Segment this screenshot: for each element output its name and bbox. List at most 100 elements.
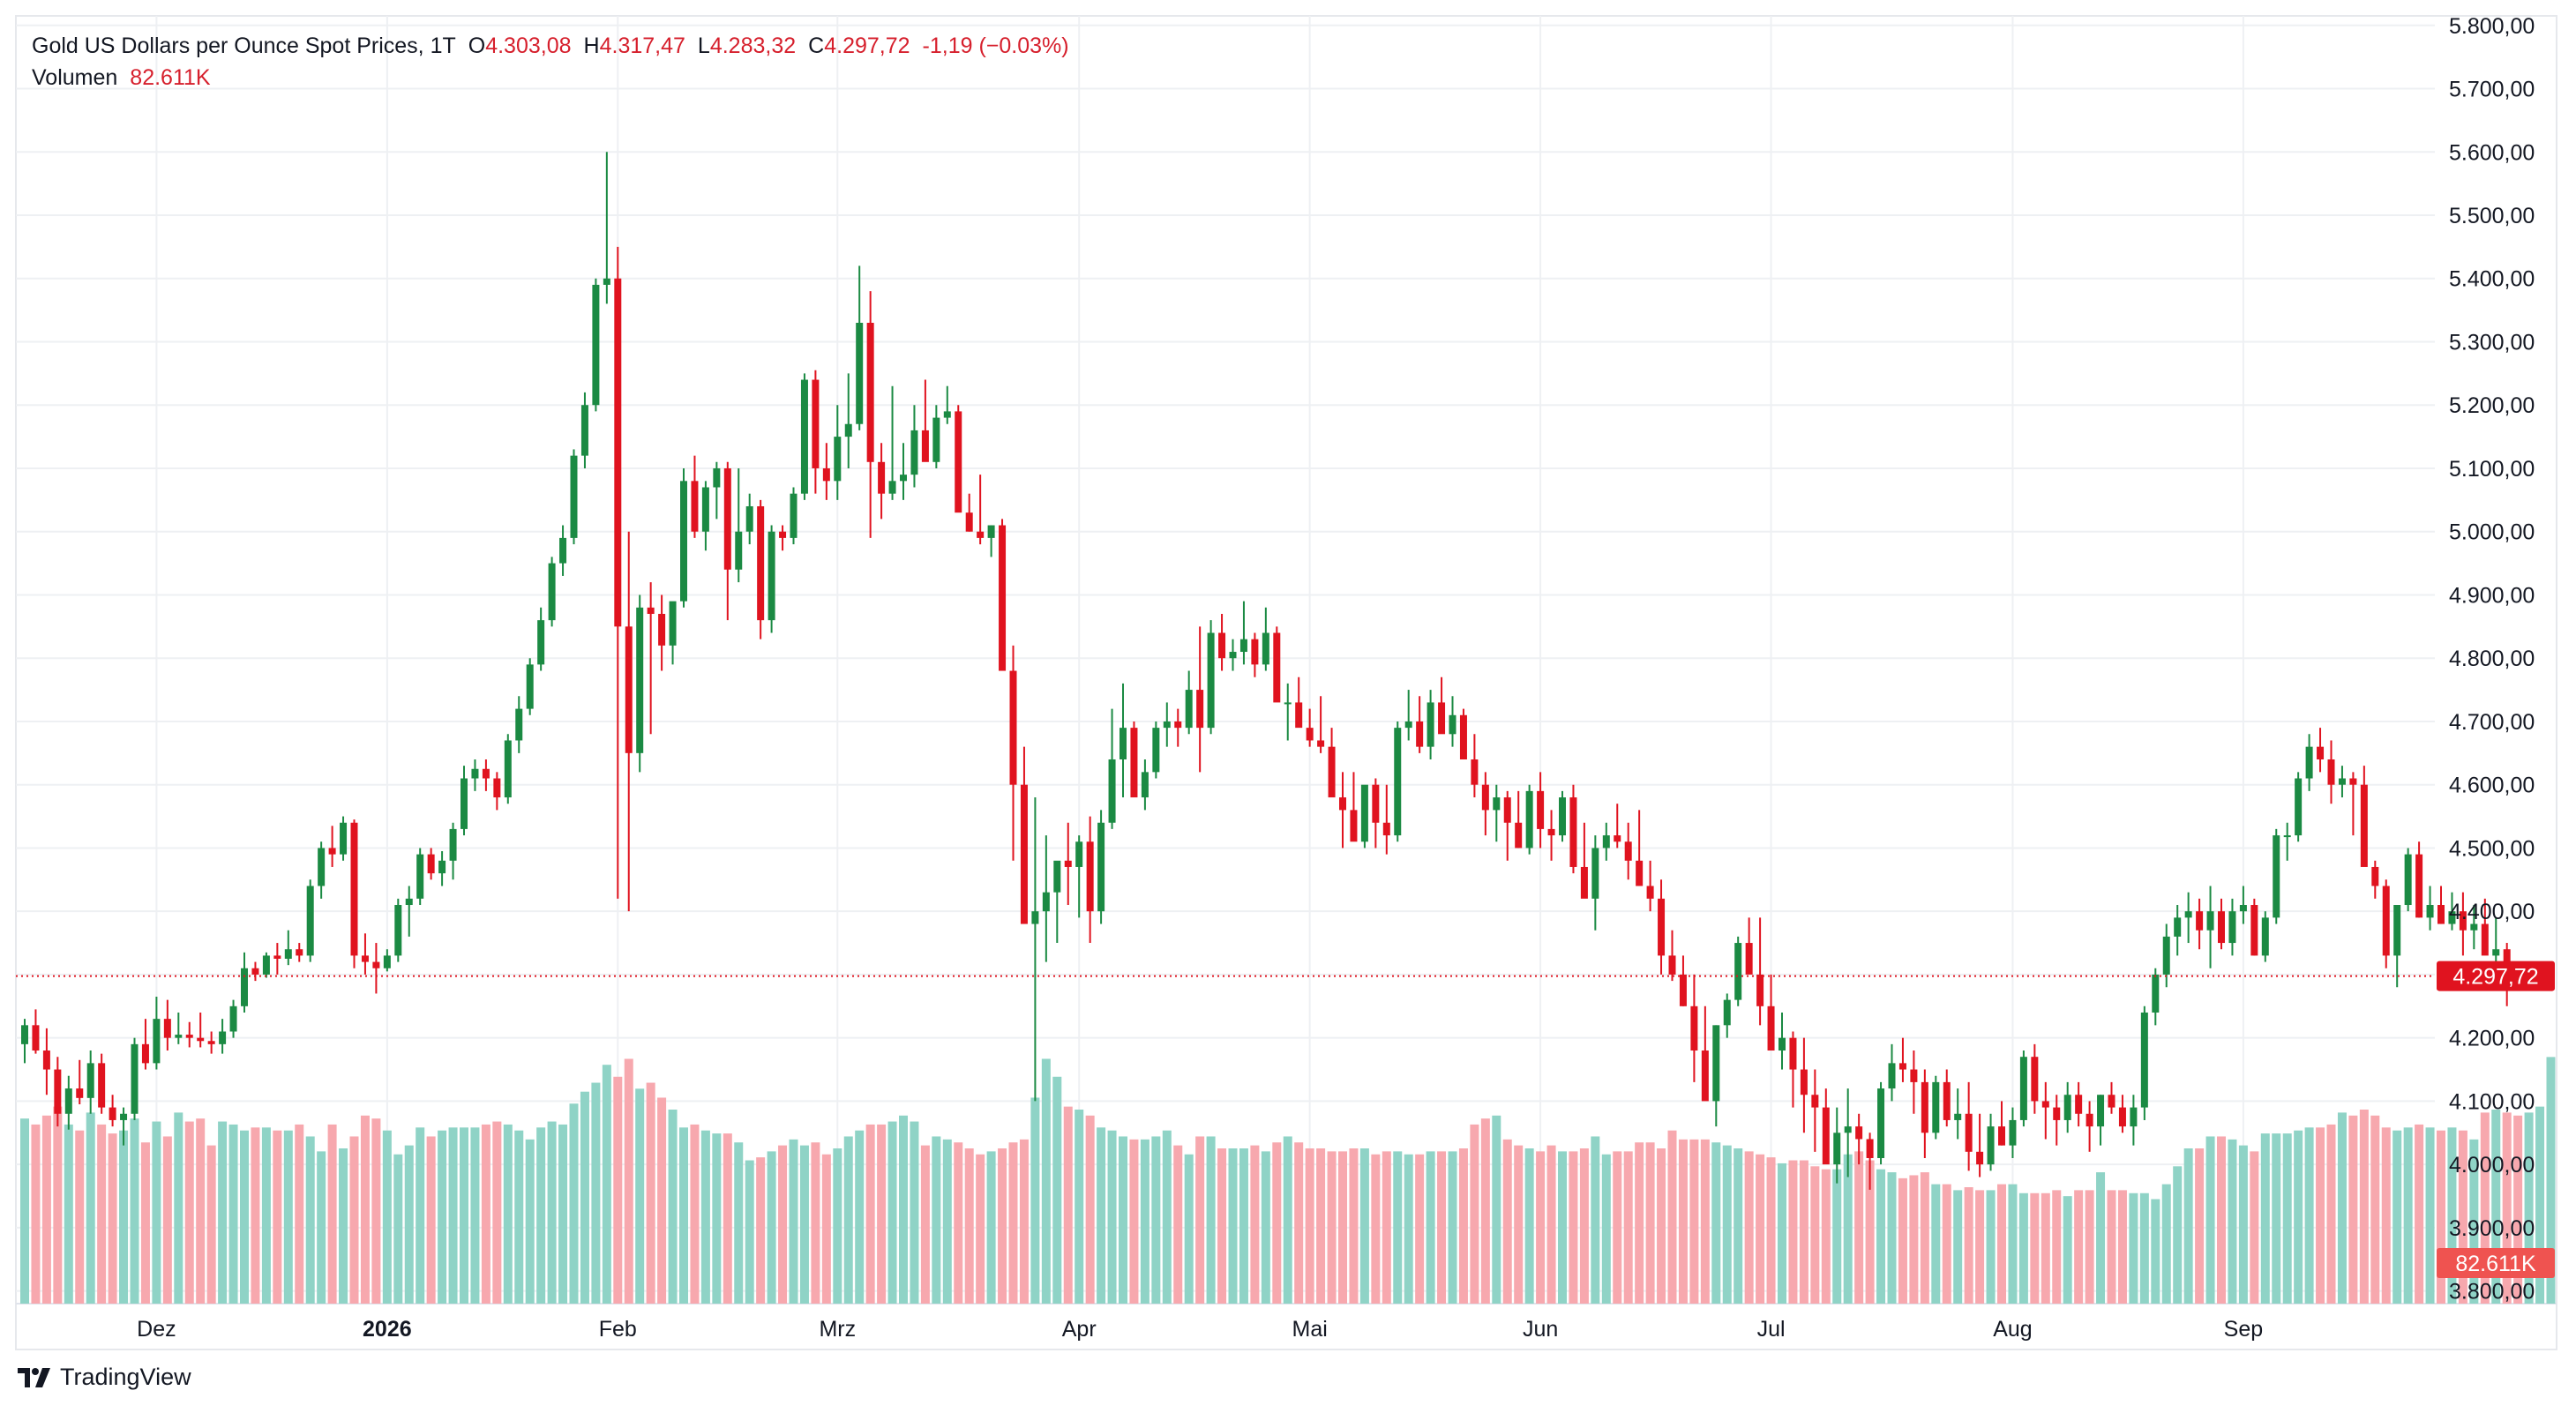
volume-bar [1558, 1151, 1567, 1304]
candle-body [977, 531, 985, 538]
candle [2162, 923, 2170, 988]
candle [1339, 772, 1346, 849]
volume-bar [2326, 1124, 2336, 1304]
candle-body [1064, 860, 1072, 867]
candle [1382, 784, 1390, 855]
candle [526, 658, 534, 715]
volume-bar [426, 1136, 436, 1304]
candle [493, 772, 501, 811]
volume-bar [327, 1124, 337, 1304]
candle [1745, 917, 1753, 975]
candle-body [2382, 886, 2390, 956]
volume-bar [162, 1136, 172, 1304]
volume-bar [745, 1160, 754, 1304]
candle-body [1141, 772, 1149, 798]
volume-bar [2524, 1112, 2534, 1304]
x-tick-label: Jun [1523, 1317, 1558, 1342]
candle-body [735, 531, 743, 570]
volume-bar [1942, 1184, 1951, 1304]
volume-bar [1931, 1184, 1941, 1304]
candle-body [1778, 1037, 1786, 1051]
volume-bar [2161, 1184, 2171, 1304]
candle-body [2305, 746, 2313, 779]
candle [1020, 746, 1028, 924]
candle-body [1943, 1081, 1951, 1120]
volume-bar [2041, 1192, 2050, 1304]
candle [2140, 1006, 2148, 1120]
candle [2437, 886, 2445, 924]
candle [1174, 708, 1182, 747]
volume-bar [1920, 1172, 1929, 1304]
time-axis[interactable]: Dez 2026 Feb Mrz Apr Mai Jun Jul Aug Sep [137, 1317, 2263, 1342]
candle-body [2470, 923, 2478, 931]
volume-bar [1195, 1136, 1205, 1304]
volume-bar [2260, 1133, 2270, 1304]
candle [1394, 721, 1402, 842]
volume-bar [339, 1148, 348, 1304]
y-tick-label: 5.500,00 [2449, 204, 2535, 228]
candle-body [2371, 866, 2379, 886]
candle-body [723, 467, 731, 570]
candle [64, 1075, 72, 1130]
candle-body [1822, 1107, 1830, 1165]
candle [1141, 759, 1149, 811]
volume-bar [932, 1136, 941, 1304]
volume-bar [1536, 1151, 1546, 1304]
candle-body [2448, 911, 2456, 924]
candle [1152, 721, 1160, 779]
volume-bar [1426, 1151, 1435, 1304]
candle [1855, 1113, 1863, 1165]
candle-body [1020, 784, 1028, 924]
open-value: 4.303,08 [485, 34, 572, 58]
volume-bar [1075, 1110, 1084, 1304]
candle-body [1251, 639, 1259, 665]
volume-bar [624, 1058, 633, 1304]
candle [943, 385, 951, 424]
candle [461, 766, 468, 836]
volume-bar [1107, 1130, 1117, 1304]
volume-bar [2250, 1151, 2259, 1304]
volume-bar [503, 1124, 513, 1304]
volume-bar [31, 1124, 41, 1304]
volume-bar [811, 1142, 820, 1304]
candle-body [54, 1069, 62, 1114]
candle [1943, 1069, 1951, 1127]
volume-bar [2458, 1130, 2467, 1304]
candle [394, 898, 402, 962]
tradingview-brand[interactable]: TradingView [16, 1364, 191, 1391]
candle [1372, 778, 1380, 849]
candle [1624, 822, 1632, 880]
candle-body [1262, 632, 1269, 665]
candle-body [1547, 828, 1555, 836]
candle-body [1624, 841, 1632, 861]
candle [932, 405, 940, 468]
candle [350, 819, 358, 968]
volume-label: Volumen [32, 65, 118, 90]
candle-body [1855, 1126, 1863, 1140]
candle [658, 594, 666, 671]
volume-bar [1492, 1115, 1501, 1304]
volume-bar [404, 1145, 414, 1304]
candle [471, 759, 479, 791]
candle-body [2349, 778, 2357, 785]
close-label: C [808, 34, 825, 58]
candle [1690, 974, 1698, 1082]
candle [229, 999, 237, 1038]
volume-bar [2063, 1196, 2072, 1304]
candle-body [2063, 1095, 2071, 1120]
volume-bar [2437, 1130, 2445, 1304]
price-axis[interactable]: 3.800,00 3.900,00 4.000,00 4.100,00 4.200,00… [2449, 14, 2535, 1305]
y-tick-label: 5.000,00 [2449, 520, 2535, 545]
candle-body [185, 1035, 193, 1038]
candle-body [197, 1037, 205, 1042]
candle [1404, 690, 1412, 741]
candle-body [1954, 1113, 1962, 1120]
y-tick-label: 5.600,00 [2449, 140, 2535, 165]
y-tick-label: 5.800,00 [2449, 14, 2535, 39]
volume-bar [646, 1082, 655, 1304]
volume-bar [1502, 1139, 1512, 1304]
candle [2206, 886, 2214, 968]
candle-body [461, 778, 468, 829]
candle-body [1800, 1069, 1808, 1095]
